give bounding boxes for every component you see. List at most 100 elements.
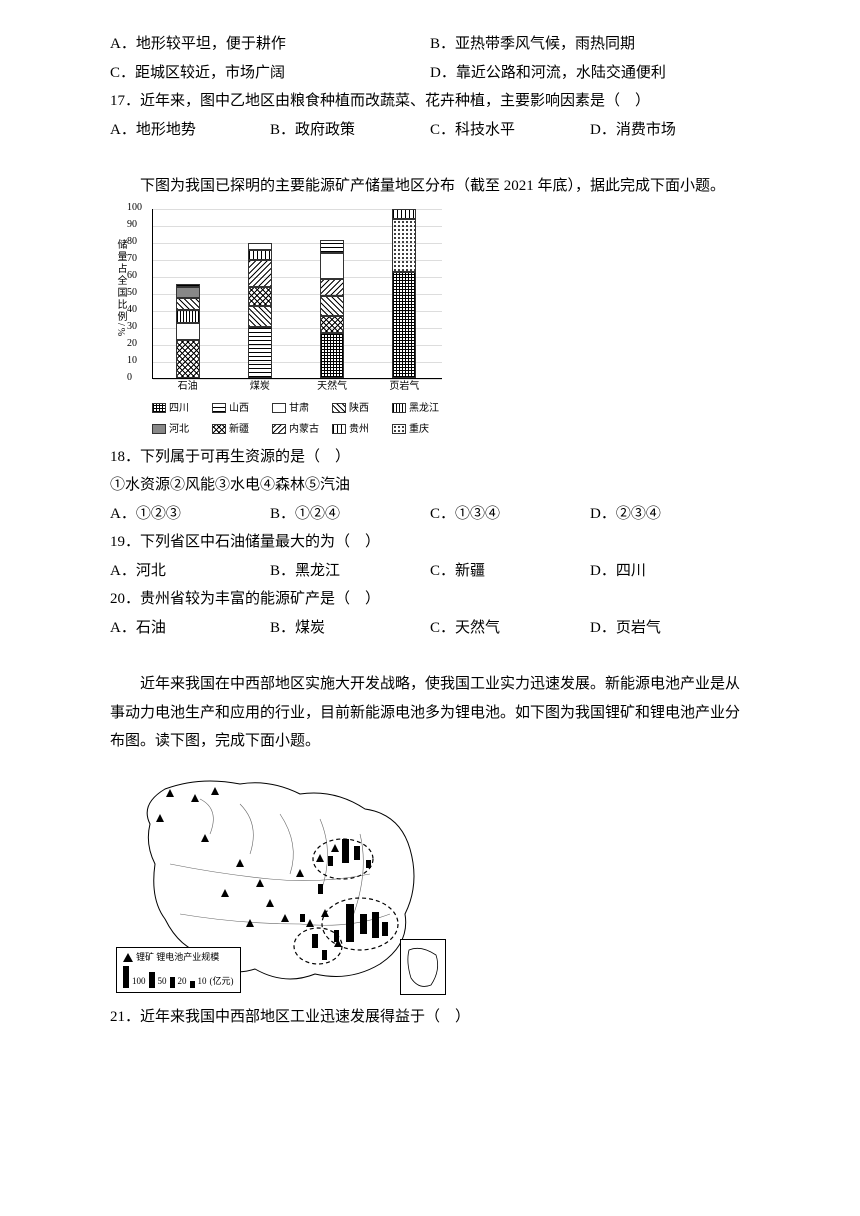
legend-swatch	[212, 403, 226, 413]
q16-opt-a: A．地形较平坦，便于耕作	[110, 30, 430, 59]
lithium-mine-icon	[156, 814, 164, 822]
seg-甘肃	[176, 323, 200, 340]
legend-label: 陕西	[349, 399, 369, 418]
legend-item: 山西	[212, 399, 272, 418]
industry-bar	[342, 839, 349, 863]
bar-天然气: 天然气	[320, 240, 344, 378]
industry-bar	[328, 856, 333, 866]
legend-bar-20	[170, 977, 175, 988]
q18-sub: ①水资源②风能③水电④森林⑤汽油	[110, 471, 750, 500]
legend-item: 内蒙古	[272, 420, 332, 439]
q18-opt-d: D．②③④	[590, 500, 750, 529]
x-label: 石油	[178, 377, 198, 396]
q19-opt-b: B．黑龙江	[270, 557, 430, 586]
legend-bar-10	[190, 981, 195, 988]
lithium-mine-icon	[306, 919, 314, 927]
seg-陕西	[320, 296, 344, 316]
q17-opt-c: C．科技水平	[430, 116, 590, 145]
lithium-mine-icon	[236, 859, 244, 867]
q16-options: A．地形较平坦，便于耕作 B．亚热带季风气候，雨热同期 C．距城区较近，市场广阔…	[110, 30, 750, 87]
industry-bar	[372, 912, 379, 938]
lithium-mine-icon	[201, 834, 209, 842]
q20-options: A．石油 B．煤炭 C．天然气 D．页岩气	[110, 614, 750, 643]
lithium-mine-icon	[266, 899, 274, 907]
seg-新疆	[176, 340, 200, 377]
legend-item: 甘肃	[272, 399, 332, 418]
y-tick: 10	[127, 356, 137, 366]
q21-stem: 21．近年来我国中西部地区工业迅速发展得益于（ ）	[110, 1003, 750, 1032]
map-legend-bars: 100 50 20 10 (亿元)	[123, 966, 234, 988]
seg-新疆	[320, 316, 344, 333]
bar-页岩气: 页岩气	[392, 209, 416, 377]
q18-opt-a: A．①②③	[110, 500, 270, 529]
chart-intro: 下图为我国已探明的主要能源矿产储量地区分布（截至 2021 年底），据此完成下面…	[110, 172, 750, 201]
q19-opt-c: C．新疆	[430, 557, 590, 586]
industry-bar	[382, 922, 388, 936]
legend-swatch	[392, 403, 406, 413]
y-tick: 0	[127, 373, 132, 383]
lithium-mine-icon	[296, 869, 304, 877]
q20-opt-b: B．煤炭	[270, 614, 430, 643]
legend-label: 新疆	[229, 420, 249, 439]
lithium-mine-icon	[316, 854, 324, 862]
legend-swatch	[272, 403, 286, 413]
q19-opt-a: A．河北	[110, 557, 270, 586]
bar-煤炭: 煤炭	[248, 243, 272, 377]
legend-swatch	[332, 403, 346, 413]
legend-item: 重庆	[392, 420, 452, 439]
q20-stem: 20．贵州省较为丰富的能源矿产是（ ）	[110, 585, 750, 614]
q20-opt-a: A．石油	[110, 614, 270, 643]
q20-opt-d: D．页岩气	[590, 614, 750, 643]
seg-内蒙古	[248, 260, 272, 287]
legend-swatch	[152, 403, 166, 413]
legend-label: 黑龙江	[409, 399, 439, 418]
industry-bar	[318, 884, 323, 894]
map-legend-title: 锂电池产业规模	[156, 952, 219, 962]
lithium-mine-icon	[221, 889, 229, 897]
seg-四川	[392, 272, 416, 377]
legend-swatch	[212, 424, 226, 434]
seg-内蒙古	[320, 279, 344, 296]
legend-label: 重庆	[409, 420, 429, 439]
y-tick: 80	[127, 237, 137, 247]
q20-opt-c: C．天然气	[430, 614, 590, 643]
bar-石油: 石油	[176, 284, 200, 377]
q17-opt-d: D．消费市场	[590, 116, 750, 145]
lithium-mine-icon	[281, 914, 289, 922]
legend-item: 陕西	[332, 399, 392, 418]
legend-label: 河北	[169, 420, 189, 439]
lithium-map: 锂矿 锂电池产业规模 100 50 20 10 (亿元)	[110, 764, 450, 999]
lithium-mine-icon	[331, 844, 339, 852]
legend-label: 四川	[169, 399, 189, 418]
seg-四川	[320, 333, 344, 377]
legend-label: 甘肃	[289, 399, 309, 418]
industry-bar	[360, 914, 367, 934]
legend-swatch	[272, 424, 286, 434]
q17-opt-b: B．政府政策	[270, 116, 430, 145]
lithium-mine-icon	[246, 919, 254, 927]
industry-bar	[322, 950, 327, 960]
legend-swatch	[392, 424, 406, 434]
q16-opt-c: C．距城区较近，市场广阔	[110, 59, 430, 88]
industry-bar	[300, 914, 305, 922]
seg-山西	[248, 327, 272, 378]
industry-bar	[366, 860, 371, 868]
seg-河北	[176, 287, 200, 297]
chart-legend: 四川山西甘肃陕西黑龙江河北新疆内蒙古贵州重庆	[152, 399, 452, 439]
y-tick: 30	[127, 322, 137, 332]
y-tick: 100	[127, 203, 142, 213]
seg-甘肃	[320, 253, 344, 279]
lithium-mine-icon	[321, 909, 329, 917]
lithium-mine-icon	[166, 789, 174, 797]
legend-item: 河北	[152, 420, 212, 439]
x-label: 页岩气	[389, 377, 419, 396]
triangle-icon	[123, 953, 133, 962]
q19-stem: 19．下列省区中石油储量最大的为（ ）	[110, 528, 750, 557]
y-tick: 60	[127, 271, 137, 281]
q18-opt-b: B．①②④	[270, 500, 430, 529]
legend-bar-50	[149, 972, 155, 988]
seg-重庆	[392, 219, 416, 272]
legend-label: 山西	[229, 399, 249, 418]
x-label: 天然气	[317, 377, 347, 396]
map-intro: 近年来我国在中西部地区实施大开发战略，使我国工业实力迅速发展。新能源电池产业是从…	[110, 670, 750, 756]
